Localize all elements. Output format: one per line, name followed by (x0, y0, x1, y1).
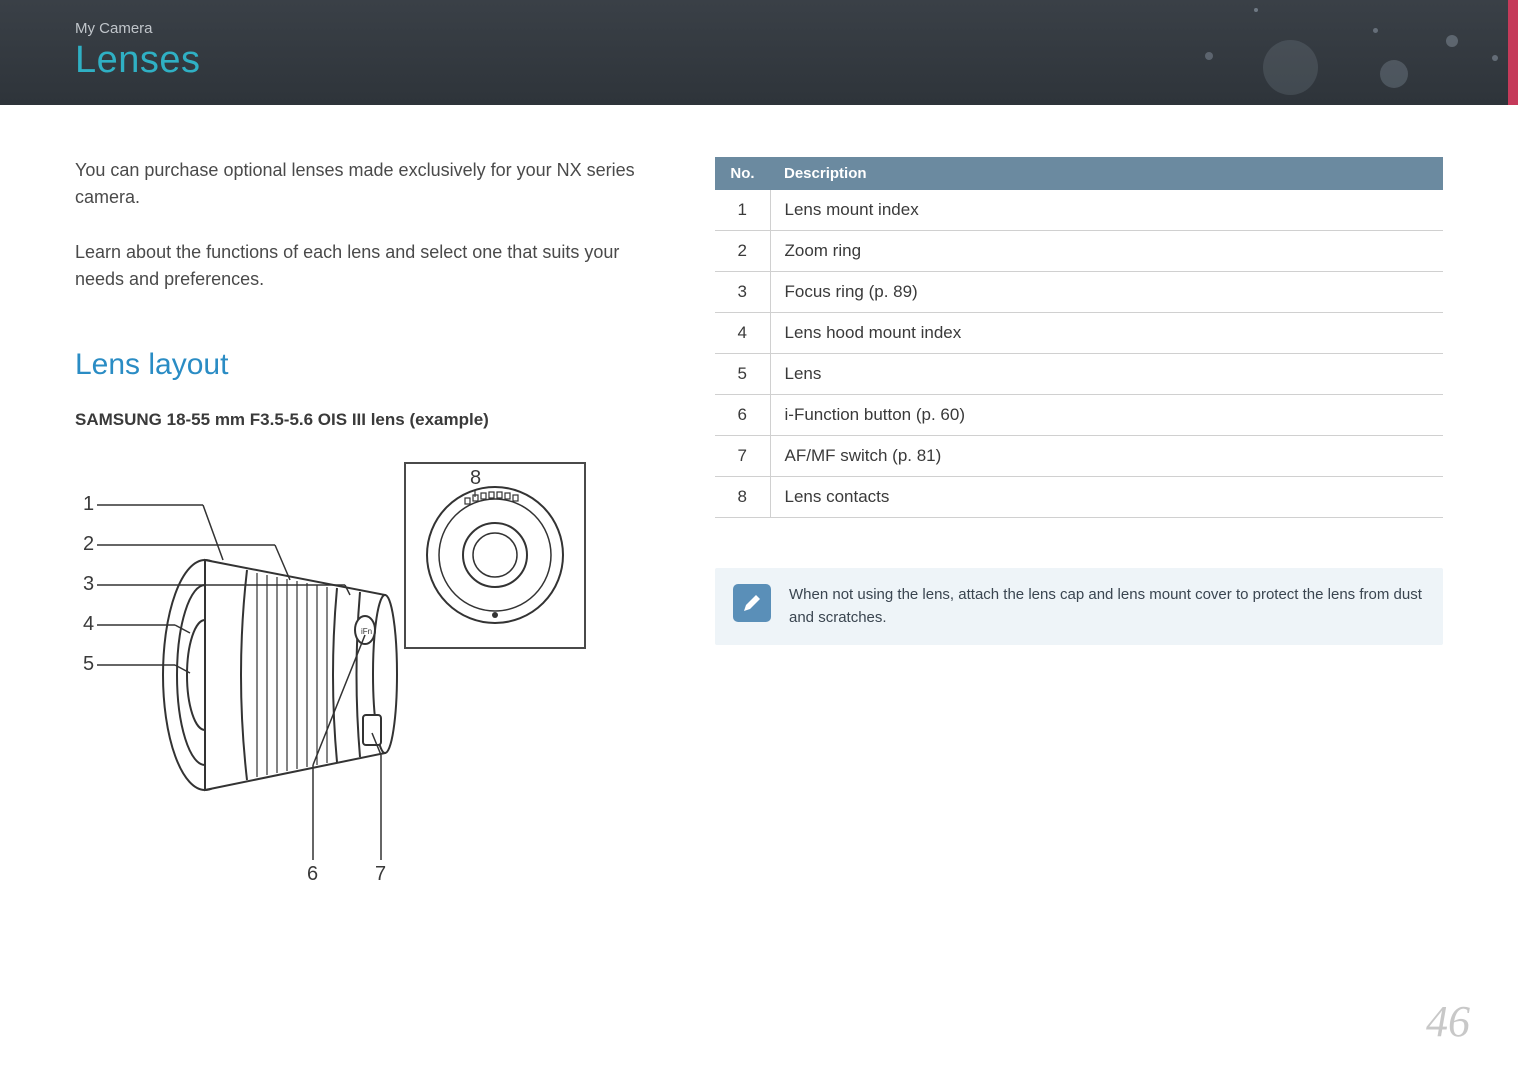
table-row: 2Zoom ring (715, 231, 1443, 272)
diagram-label-1: 1 (83, 493, 94, 516)
section-title: Lens layout (75, 348, 655, 382)
page-header: My Camera Lenses (0, 0, 1518, 105)
diagram-label-8: 8 (470, 467, 481, 490)
left-column: You can purchase optional lenses made ex… (75, 157, 655, 905)
table-row: 4Lens hood mount index (715, 313, 1443, 354)
section-tab (1508, 0, 1518, 105)
note-box: When not using the lens, attach the lens… (715, 568, 1443, 645)
table-row: 8Lens contacts (715, 477, 1443, 518)
table-row: 7AF/MF switch (p. 81) (715, 436, 1443, 477)
lens-diagram: iFn 1 2 3 4 5 (75, 455, 595, 905)
content-area: You can purchase optional lenses made ex… (0, 105, 1518, 905)
diagram-label-2: 2 (83, 533, 94, 556)
parts-table-body: 1Lens mount index 2Zoom ring 3Focus ring… (715, 190, 1443, 518)
intro-paragraph-2: Learn about the functions of each lens a… (75, 239, 655, 293)
diagram-label-7: 7 (375, 863, 386, 886)
table-row: 6i-Function button (p. 60) (715, 395, 1443, 436)
diagram-label-3: 3 (83, 573, 94, 596)
note-text: When not using the lens, attach the lens… (789, 584, 1425, 629)
right-column: No. Description 1Lens mount index 2Zoom … (715, 157, 1443, 905)
header-decoration (998, 0, 1518, 105)
svg-text:iFn: iFn (361, 627, 372, 636)
parts-table: No. Description 1Lens mount index 2Zoom … (715, 157, 1443, 518)
lens-example-name: SAMSUNG 18-55 mm F3.5-5.6 OIS III lens (… (75, 410, 655, 430)
diagram-label-4: 4 (83, 613, 94, 636)
column-header-no: No. (715, 157, 770, 190)
table-row: 5Lens (715, 354, 1443, 395)
column-header-desc: Description (770, 157, 1443, 190)
pencil-icon (733, 584, 771, 622)
diagram-label-6: 6 (307, 863, 318, 886)
table-row: 3Focus ring (p. 89) (715, 272, 1443, 313)
intro-paragraph-1: You can purchase optional lenses made ex… (75, 157, 655, 211)
diagram-label-5: 5 (83, 653, 94, 676)
table-row: 1Lens mount index (715, 190, 1443, 231)
page-number: 46 (1426, 996, 1470, 1047)
